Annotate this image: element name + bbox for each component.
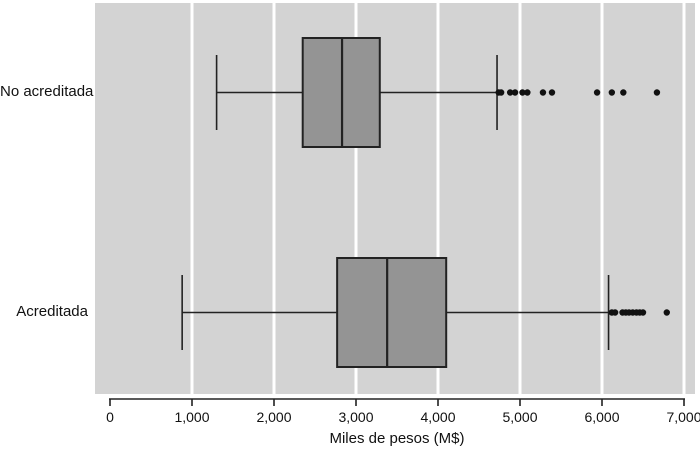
x-tick-label: 3,000 (338, 409, 373, 425)
x-tick-label: 0 (106, 409, 114, 425)
outlier-dot (663, 309, 670, 316)
outlier-dot (639, 309, 647, 316)
outlier-dot (524, 89, 531, 96)
x-tick-label: 5,000 (502, 409, 537, 425)
outlier-dot (519, 89, 526, 96)
outlier-dot (497, 89, 505, 96)
outlier-dot (548, 89, 556, 96)
outlier-dot (608, 89, 616, 96)
x-tick-label: 2,000 (256, 409, 291, 425)
outlier-dot (539, 89, 547, 96)
outlier-dot (611, 309, 619, 316)
x-tick-label: 7,000 (666, 409, 700, 425)
outlier-dot (653, 89, 661, 96)
x-tick-label: 1,000 (174, 409, 209, 425)
category-label-acreditada: Acreditada (16, 303, 88, 320)
outlier-dot (506, 89, 514, 96)
outlier-dot (511, 89, 519, 96)
x-tick-label: 4,000 (420, 409, 455, 425)
outlier-dot (593, 89, 601, 96)
category-label-no-acreditada: No acreditada (0, 83, 94, 100)
x-tick-label: 6,000 (584, 409, 619, 425)
box-rect (336, 257, 448, 368)
x-axis-title: Miles de pesos (M$) (329, 430, 465, 447)
outlier-dot (620, 89, 627, 96)
